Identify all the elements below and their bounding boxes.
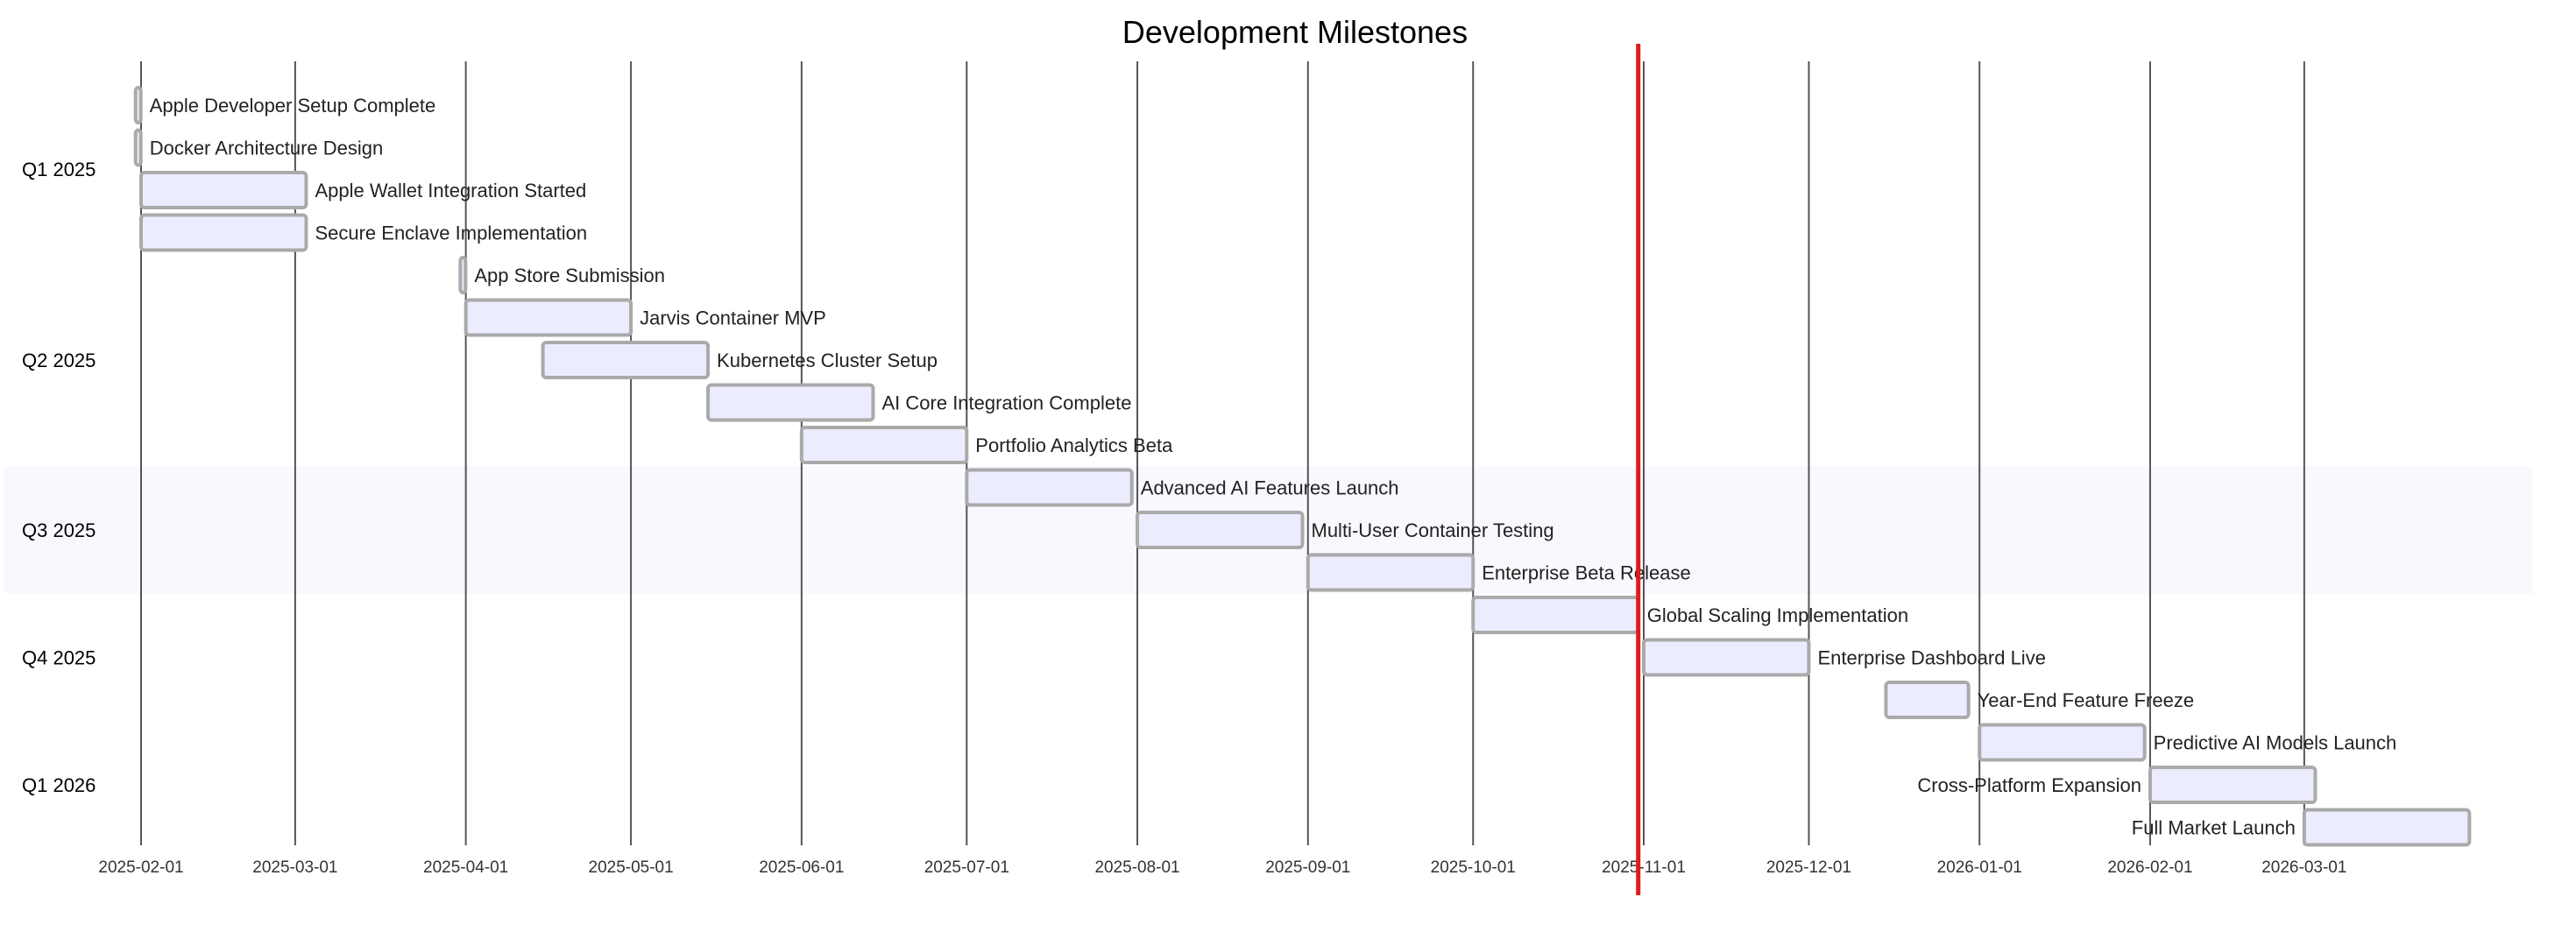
task-bar xyxy=(1136,511,1305,549)
section-labels: Q1 2025 Q2 2025 Q3 2025 Q4 2025 Q1 2026 xyxy=(22,159,96,796)
task-label: Apple Wallet Integration Started xyxy=(315,180,586,201)
task-label: Predictive AI Models Launch xyxy=(2154,732,2397,754)
task-label: Docker Architecture Design xyxy=(150,138,384,159)
task-bar xyxy=(133,128,143,167)
task-bars xyxy=(133,86,2472,847)
task-label: Advanced AI Features Launch xyxy=(1141,477,1399,499)
task-label: Global Scaling Implementation xyxy=(1647,604,1908,626)
x-tick-label: 2025-09-01 xyxy=(1265,858,1350,877)
task-bar xyxy=(139,171,308,209)
x-tick-label: 2025-06-01 xyxy=(759,858,844,877)
x-tick-label: 2025-10-01 xyxy=(1431,858,1516,877)
x-tick-label: 2025-11-01 xyxy=(1602,858,1686,877)
task-label: Enterprise Dashboard Live xyxy=(1817,647,2045,669)
x-tick-label: 2025-08-01 xyxy=(1094,858,1179,877)
x-tick-label: 2026-01-01 xyxy=(1937,858,2022,877)
task-label: Enterprise Beta Release xyxy=(1482,562,1690,584)
task-bar xyxy=(464,298,633,337)
task-label: Kubernetes Cluster Setup xyxy=(717,350,938,371)
task-bar xyxy=(1306,553,1476,592)
task-label: Portfolio Analytics Beta xyxy=(975,434,1173,456)
x-tick-label: 2025-03-01 xyxy=(252,858,337,877)
section-label: Q1 2025 xyxy=(22,159,96,180)
x-tick-label: 2025-12-01 xyxy=(1766,858,1851,877)
task-bar xyxy=(1978,723,2147,762)
x-tick-label: 2025-02-01 xyxy=(98,858,183,877)
task-label: Year-End Feature Freeze xyxy=(1978,689,2194,711)
section-label: Q1 2026 xyxy=(22,774,96,796)
task-label: AI Core Integration Complete xyxy=(882,392,1132,414)
chart-title: Development Milestones xyxy=(1122,14,1468,50)
section-label: Q4 2025 xyxy=(22,647,96,669)
task-label: Multi-User Container Testing xyxy=(1312,519,1554,541)
task-bar xyxy=(706,383,875,422)
x-tick-label: 2025-05-01 xyxy=(589,858,674,877)
x-tick-label: 2025-07-01 xyxy=(924,858,1009,877)
task-bar xyxy=(139,213,308,252)
task-label: App Store Submission xyxy=(474,265,665,286)
task-bar xyxy=(1642,638,1811,677)
task-label: Apple Developer Setup Complete xyxy=(150,95,436,116)
task-bar xyxy=(458,256,468,294)
date-grid: 2025-02-01 2025-03-01 2025-04-01 2025-05-01… xyxy=(98,61,2346,877)
x-tick-label: 2025-04-01 xyxy=(423,858,508,877)
task-bar xyxy=(541,341,711,379)
task-bar xyxy=(799,426,969,464)
task-bar xyxy=(1884,681,1971,719)
x-tick-label: 2026-03-01 xyxy=(2261,858,2346,877)
task-bar xyxy=(133,86,143,124)
section-label: Q3 2025 xyxy=(22,519,96,541)
task-bar xyxy=(2302,808,2472,847)
x-tick-label: 2026-02-01 xyxy=(2107,858,2192,877)
task-labels: Apple Developer Setup Complete Docker Arc… xyxy=(150,95,2397,839)
task-bar xyxy=(2148,766,2318,804)
task-label: Cross-Platform Expansion xyxy=(1917,774,2141,796)
task-bar xyxy=(965,468,1134,507)
task-label: Jarvis Container MVP xyxy=(640,307,826,329)
task-label: Secure Enclave Implementation xyxy=(315,222,587,244)
task-label: Full Market Launch xyxy=(2132,817,2296,839)
section-label: Q2 2025 xyxy=(22,350,96,371)
task-bar xyxy=(1471,596,1640,634)
